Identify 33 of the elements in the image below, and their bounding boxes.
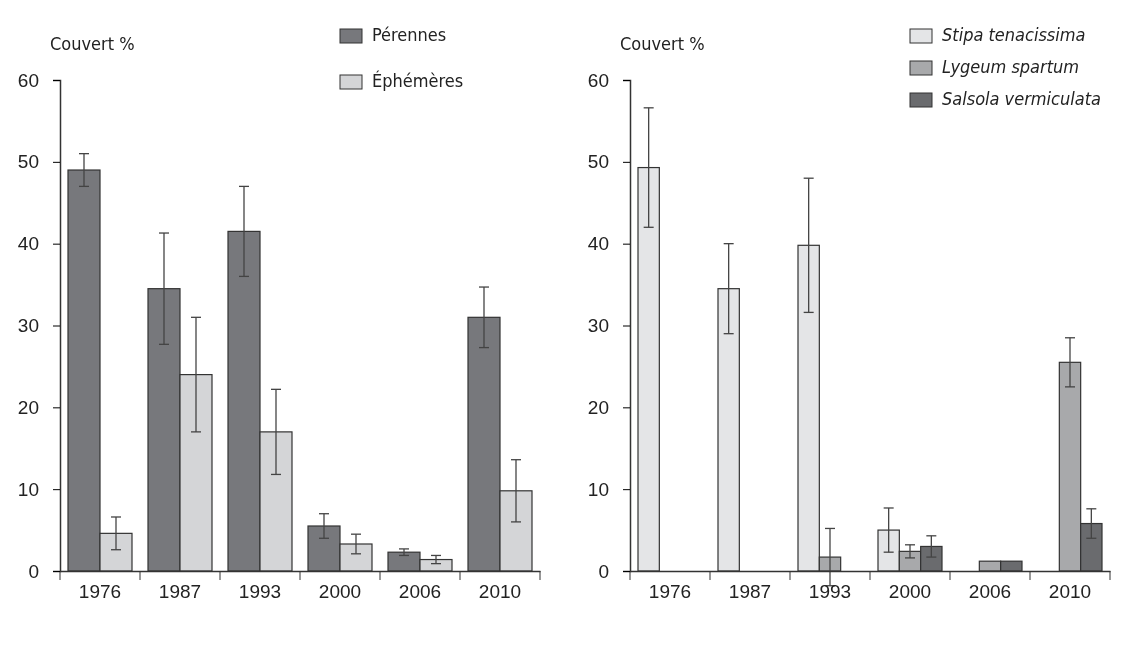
- legend-label: Salsola vermiculata: [942, 88, 1101, 109]
- x-tick-label: 2006: [968, 581, 1012, 603]
- y-axis-title: Couvert %: [620, 33, 705, 54]
- y-tick-label: 60: [587, 69, 609, 91]
- x-tick-label: 1987: [728, 581, 772, 603]
- legend-label: Pérennes: [372, 24, 447, 45]
- legend-label: Éphémères: [372, 70, 464, 91]
- legend-label: Lygeum spartum: [942, 56, 1080, 77]
- y-tick-label: 0: [28, 560, 39, 582]
- y-tick-label: 10: [587, 478, 609, 500]
- y-axis-title: Couvert %: [50, 33, 135, 54]
- x-tick-label: 1976: [648, 581, 692, 603]
- y-tick-label: 10: [17, 478, 39, 500]
- y-tick-label: 60: [17, 69, 39, 91]
- x-tick-label: 1993: [238, 581, 282, 603]
- x-tick-label: 1993: [808, 581, 852, 603]
- y-tick-label: 0: [598, 560, 609, 582]
- y-tick-label: 40: [587, 233, 609, 255]
- y-tick-label: 40: [17, 233, 39, 255]
- x-tick-label: 1987: [158, 581, 202, 603]
- y-tick-label: 30: [17, 315, 39, 337]
- x-tick-label: 2006: [398, 581, 442, 603]
- legend-label: Stipa tenacissima: [942, 24, 1086, 45]
- x-tick-label: 2010: [1048, 581, 1092, 603]
- x-tick-label: 2000: [888, 581, 932, 603]
- y-tick-label: 30: [587, 315, 609, 337]
- x-tick-label: 2010: [478, 581, 522, 603]
- y-tick-label: 20: [587, 396, 609, 418]
- y-tick-label: 20: [17, 396, 39, 418]
- y-tick-label: 50: [17, 151, 39, 173]
- x-tick-label: 2000: [318, 581, 362, 603]
- y-tick-label: 50: [587, 151, 609, 173]
- x-tick-label: 1976: [78, 581, 122, 603]
